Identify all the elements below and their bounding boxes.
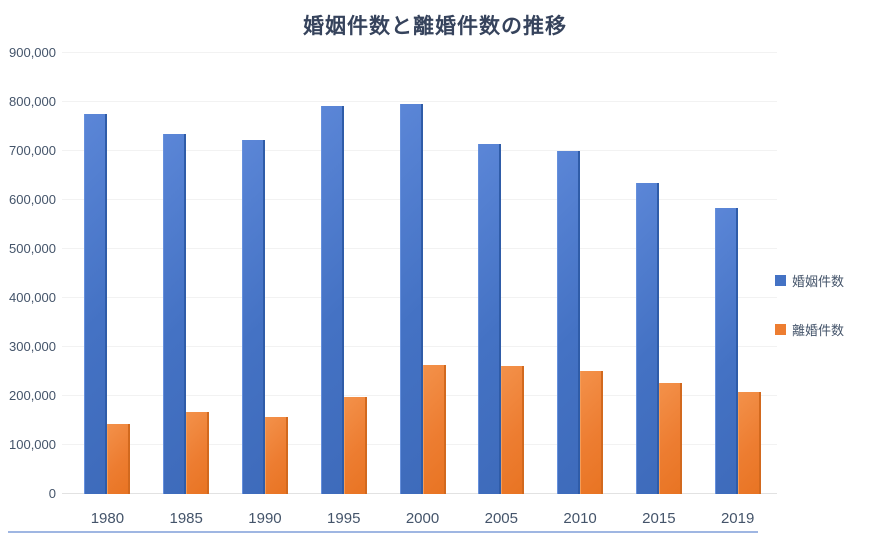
gridline xyxy=(62,52,777,53)
x-tick-label: 2000 xyxy=(405,510,440,527)
bar-divorce-1985[interactable] xyxy=(186,412,210,494)
y-axis-labels: 0 100,000 200,000 300,000 400,000 500,000 600,… xyxy=(0,45,56,501)
y-tick-label: 700,000 xyxy=(9,143,56,158)
plot-area xyxy=(68,53,777,494)
x-tick-label: 2010 xyxy=(563,510,597,527)
bar-divorce-2000[interactable] xyxy=(422,364,446,494)
legend-swatch-icon xyxy=(775,275,786,286)
bar-marriage-1995[interactable] xyxy=(320,106,344,494)
x-tick-label: 1990 xyxy=(248,510,282,527)
x-tick-label: 2005 xyxy=(484,510,518,527)
legend-swatch-icon xyxy=(775,324,786,335)
bar-marriage-2019[interactable] xyxy=(714,208,738,494)
bar-divorce-1980[interactable] xyxy=(107,424,131,494)
legend: 婚姻件数 離婚件数 xyxy=(775,271,844,339)
y-tick-label: 400,000 xyxy=(9,290,56,305)
bar-marriage-2005[interactable] xyxy=(478,144,502,494)
bar-group-1980 xyxy=(68,53,147,494)
y-tick-label: 300,000 xyxy=(9,339,56,354)
legend-item-divorce[interactable]: 離婚件数 xyxy=(775,320,844,339)
gridline xyxy=(62,101,777,102)
bar-group-2005 xyxy=(462,53,541,494)
legend-label: 離婚件数 xyxy=(792,323,845,338)
bar-divorce-2015[interactable] xyxy=(658,383,682,494)
bar-divorce-1990[interactable] xyxy=(264,416,288,494)
bar-group-2019 xyxy=(698,53,777,494)
x-tick-label: 2019 xyxy=(720,510,755,527)
y-tick-label: 900,000 xyxy=(9,45,56,60)
x-axis-labels: 1980 1985 1990 1995 2000 2005 2010 2015 2019 xyxy=(68,510,777,527)
x-tick-label: 1980 xyxy=(90,510,125,527)
y-tick-label: 500,000 xyxy=(9,241,56,256)
bar-group-1995 xyxy=(304,53,383,494)
chart-title: 婚姻件数と離婚件数の推移 xyxy=(303,15,567,38)
x-tick-label: 1985 xyxy=(169,510,203,527)
bar-marriage-1980[interactable] xyxy=(84,114,108,494)
bar-divorce-2005[interactable] xyxy=(501,365,525,494)
x-tick-label: 2015 xyxy=(642,510,676,527)
bar-group-2010 xyxy=(541,53,620,494)
bar-divorce-2010[interactable] xyxy=(580,371,604,494)
bar-marriage-1985[interactable] xyxy=(163,133,187,494)
y-tick-label: 600,000 xyxy=(9,192,56,207)
legend-label: 婚姻件数 xyxy=(792,274,845,289)
bar-marriage-2010[interactable] xyxy=(557,151,581,494)
bar-marriage-1990[interactable] xyxy=(241,140,265,494)
bar-group-1985 xyxy=(147,53,226,494)
y-tick-label: 800,000 xyxy=(9,94,56,109)
bottom-border-line xyxy=(8,531,758,533)
bar-marriage-2000[interactable] xyxy=(399,103,423,494)
bar-marriage-2015[interactable] xyxy=(635,182,659,494)
y-tick-label: 200,000 xyxy=(9,388,56,403)
y-tick-label: 0 xyxy=(48,486,56,501)
bar-group-2000 xyxy=(383,53,462,494)
bar-divorce-1995[interactable] xyxy=(343,396,367,494)
bar-divorce-2019[interactable] xyxy=(737,391,761,494)
bar-group-1990 xyxy=(226,53,305,494)
bar-group-2015 xyxy=(619,53,698,494)
y-tick-label: 100,000 xyxy=(9,437,56,452)
x-tick-label: 1995 xyxy=(327,510,361,527)
legend-item-marriage[interactable]: 婚姻件数 xyxy=(775,271,844,290)
